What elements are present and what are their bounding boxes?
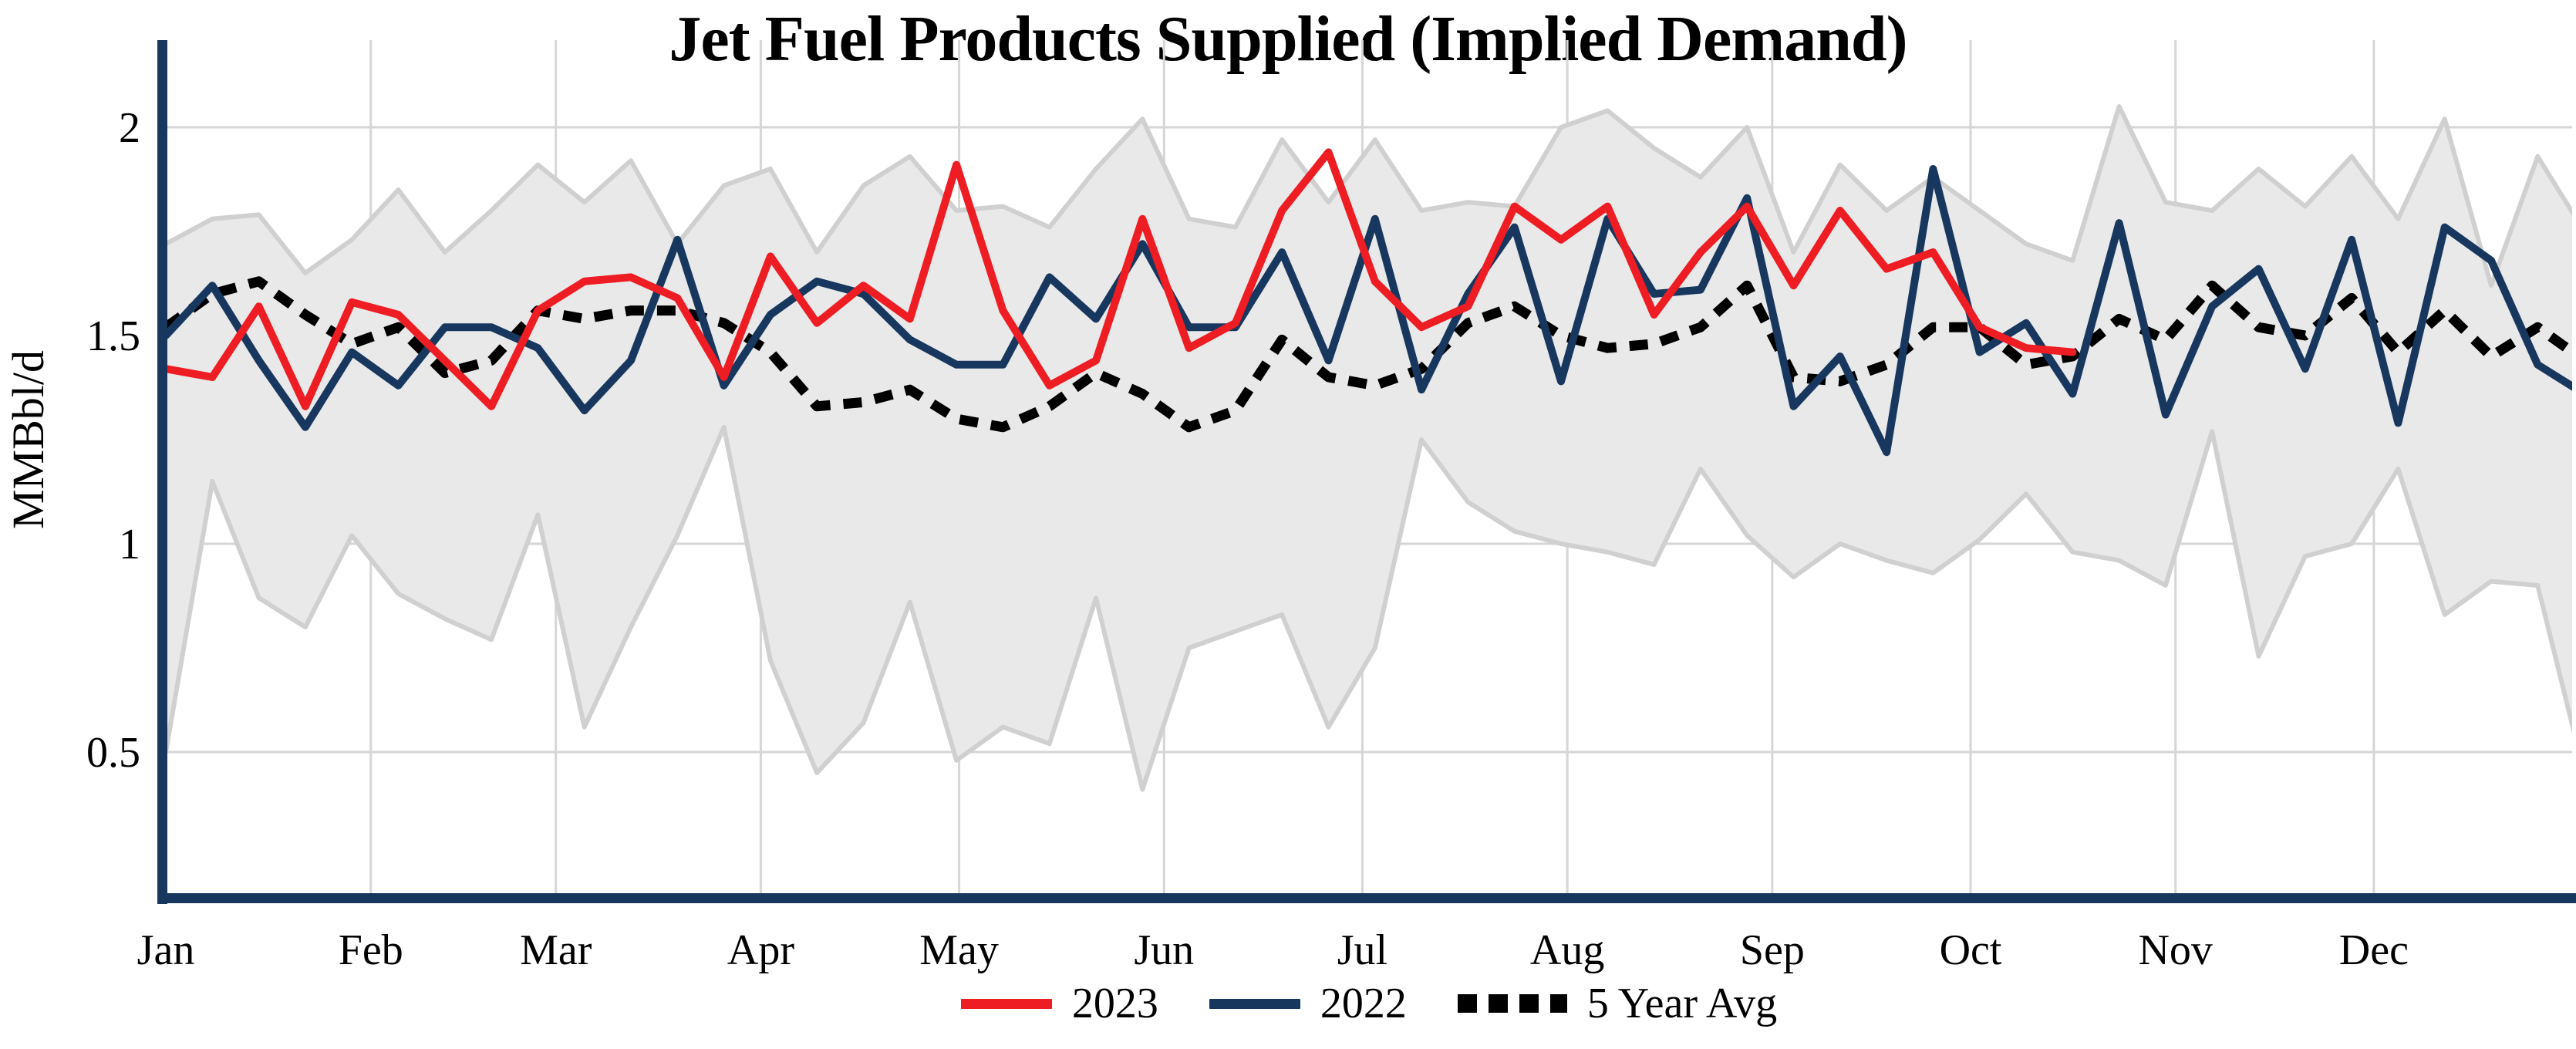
legend-item-2022: 2022: [1209, 982, 1407, 1025]
x-tick-Apr: Apr: [727, 926, 794, 974]
x-tick-Mar: Mar: [520, 926, 592, 974]
legend-item-2023: 2023: [960, 980, 1158, 1027]
legend-swatch-2022-line-icon: [1209, 998, 1300, 1009]
series-line-5-year-avg: [166, 276, 2572, 433]
legend-swatch-5yr-dotted-icon: [1457, 994, 1567, 1013]
y-tick-labels: 2 1.5 1 0.5: [86, 104, 140, 777]
band-top-edge: [166, 104, 2572, 288]
x-tick-Aug: Aug: [1530, 926, 1604, 974]
x-tick-Feb: Feb: [339, 926, 403, 974]
series-line-2022: [166, 165, 2572, 457]
five-year-range-band: [166, 106, 2572, 790]
x-tick-Jan: Jan: [137, 926, 195, 974]
x-tick-Oct: Oct: [1940, 926, 2002, 974]
band-bottom-edge: [166, 424, 2572, 792]
x-tick-Dec: Dec: [2339, 926, 2409, 974]
y-tick-2: 2: [119, 104, 140, 152]
x-axis-spine: [157, 893, 2576, 903]
y-axis-spine: [157, 40, 167, 904]
x-tick-May: May: [919, 926, 999, 974]
y-axis-title: MMBbl/d: [3, 350, 53, 529]
y-tick-1: 1: [119, 521, 140, 568]
legend-label-2022: 2022: [1320, 980, 1407, 1027]
x-tick-Jul: Jul: [1337, 926, 1387, 974]
x-tick-Jun: Jun: [1134, 926, 1194, 974]
x-tick-Nov: Nov: [2138, 926, 2212, 974]
legend-label-2023: 2023: [1071, 980, 1158, 1027]
chart-title: Jet Fuel Products Supplied (Implied Dema…: [669, 3, 1907, 75]
legend-item-5yr-avg: 5 Year Avg: [1457, 980, 1778, 1027]
y-tick-1.5: 1.5: [86, 312, 140, 360]
x-tick-labels: Jan Feb Mar Apr May Jun Jul Aug Sep Oct Nov Dec: [137, 926, 2409, 974]
y-tick-0.5: 0.5: [86, 729, 140, 777]
legend-label-5yr-avg: 5 Year Avg: [1586, 980, 1778, 1027]
x-tick-Sep: Sep: [1740, 926, 1805, 974]
series-line-2023: [166, 148, 2077, 410]
legend-swatch-2023-line-icon: [960, 998, 1052, 1009]
legend: 2023 2022 5 Year Avg: [166, 970, 2572, 1037]
